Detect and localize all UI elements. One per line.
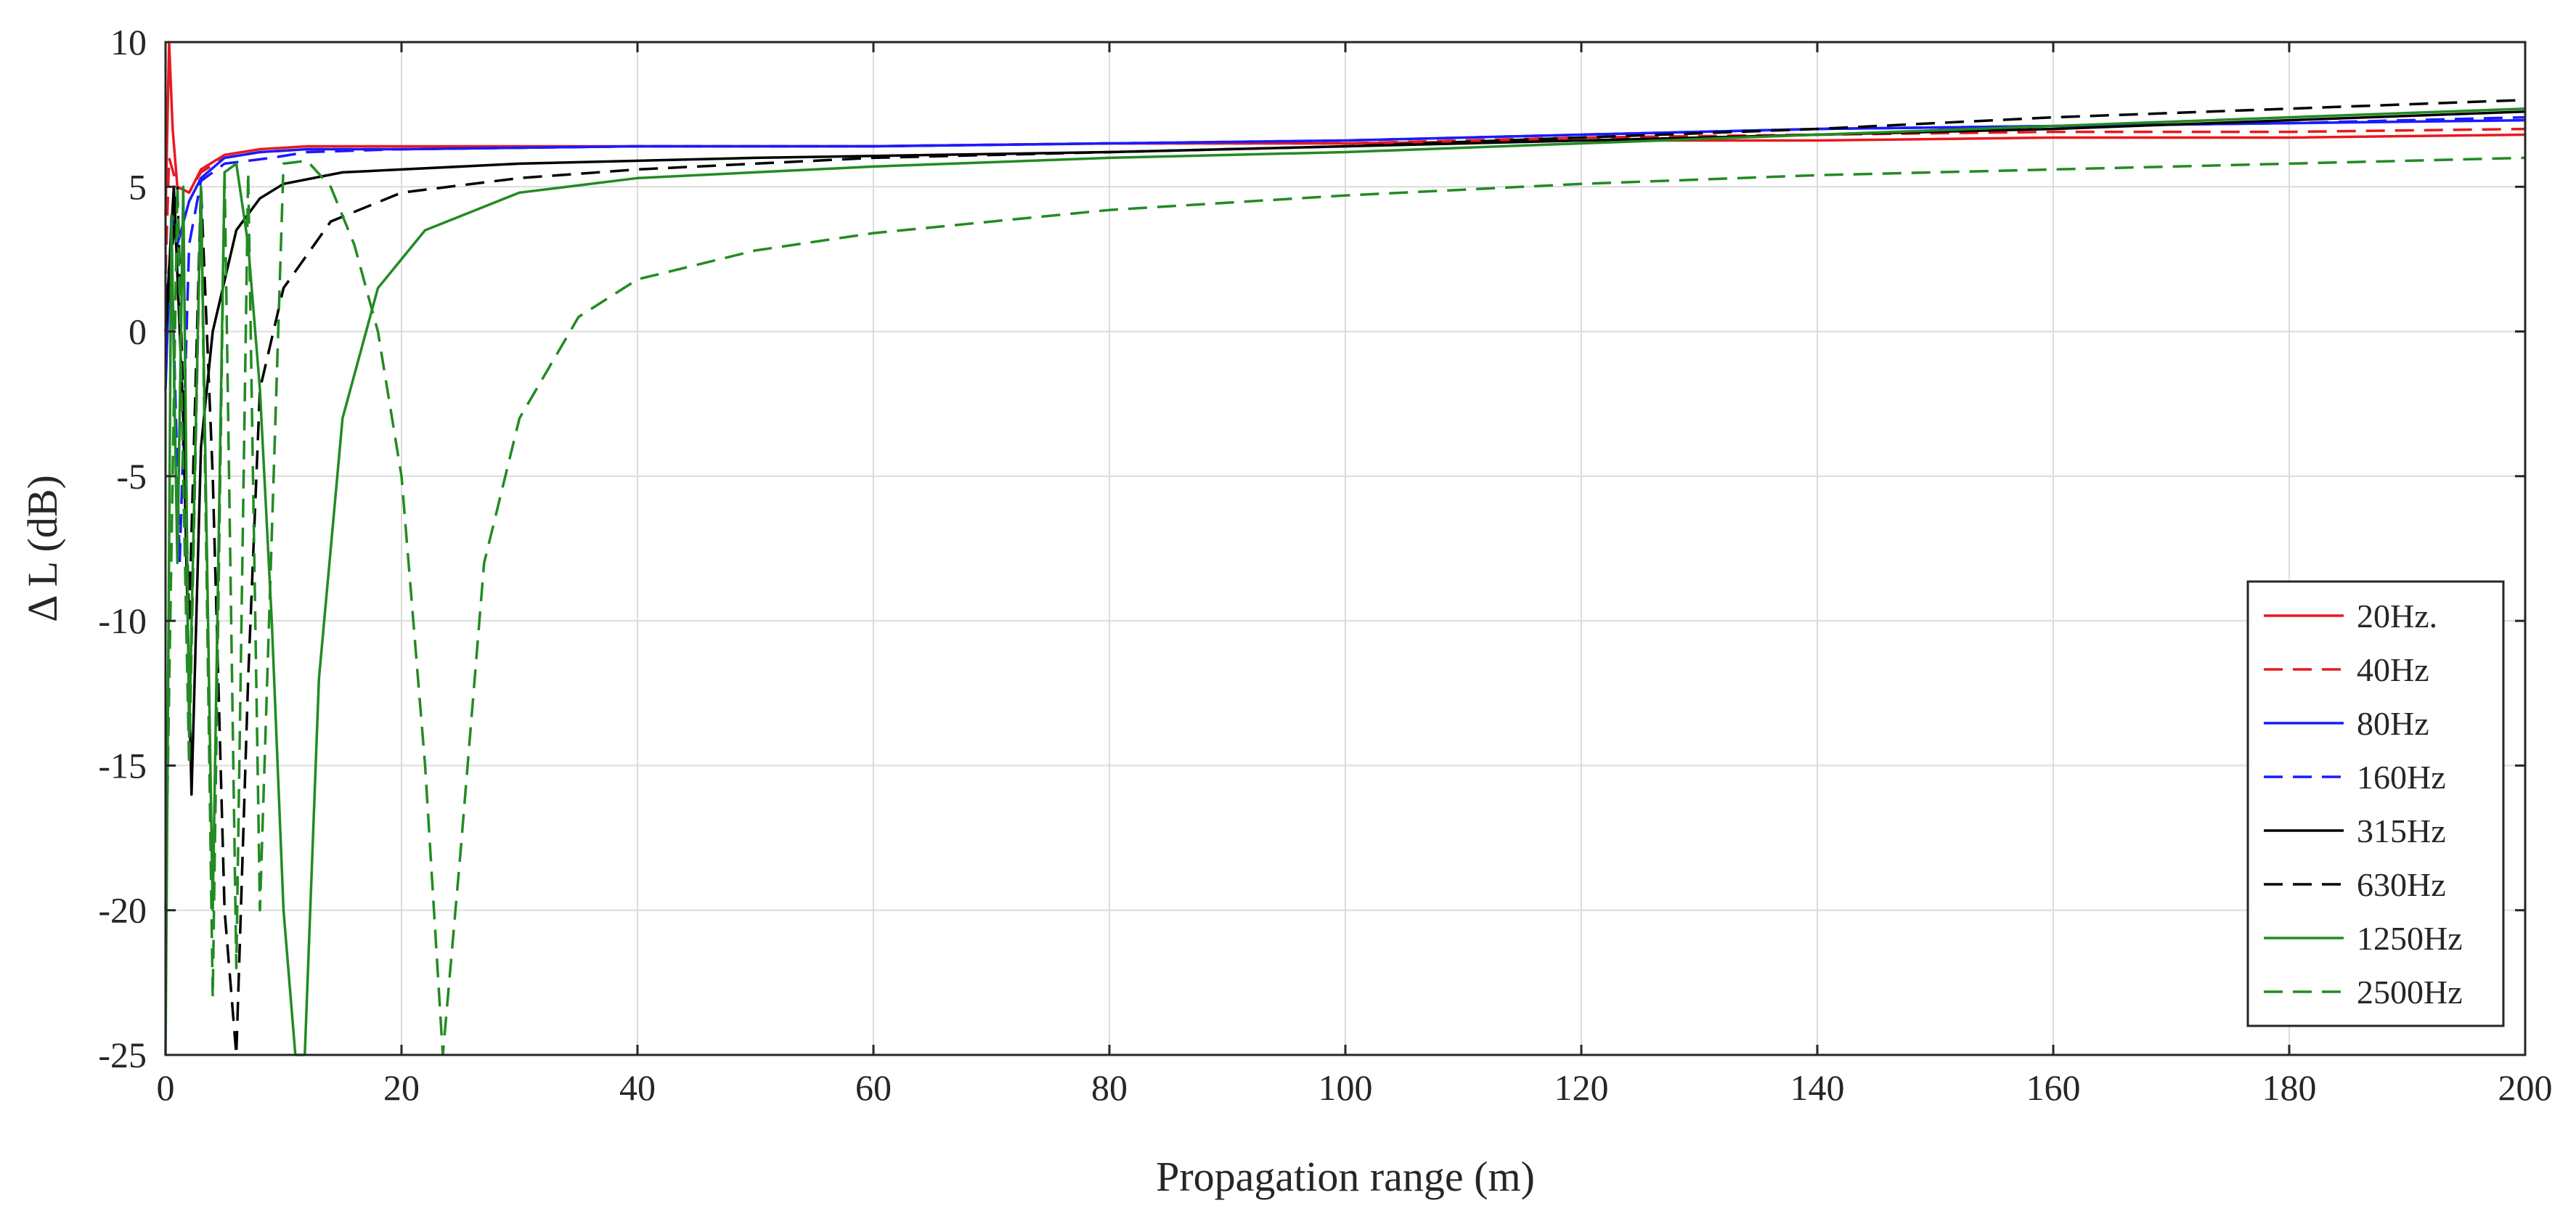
- legend-label: 160Hz: [2357, 759, 2446, 796]
- x-tick-label: 200: [2498, 1067, 2553, 1108]
- x-tick-label: 20: [383, 1067, 420, 1108]
- y-tick-label: 10: [110, 22, 147, 62]
- grid-lines: [166, 42, 2525, 1055]
- x-tick-label: 0: [157, 1067, 175, 1108]
- x-tick-label: 100: [1318, 1067, 1373, 1108]
- legend-label: 20Hz.: [2357, 598, 2437, 635]
- legend-box: [2246, 580, 2505, 1027]
- x-tick-label: 180: [2262, 1067, 2317, 1108]
- y-axis-label: Δ L (dB): [19, 475, 66, 622]
- series-layer: [164, 41, 2526, 1056]
- series-line-2500hz: [164, 156, 2526, 1056]
- x-tick-label: 80: [1091, 1067, 1128, 1108]
- y-tick-label: -10: [98, 600, 147, 641]
- x-tick-label: 120: [1554, 1067, 1609, 1108]
- y-tick-label: -25: [98, 1035, 147, 1075]
- legend-label: 40Hz: [2357, 651, 2429, 688]
- x-axis-label: Propagation range (m): [1156, 1153, 1535, 1200]
- x-tick-label: 160: [2026, 1067, 2081, 1108]
- x-tick-label: 60: [855, 1067, 892, 1108]
- axis-ticks: 0 20 40 60 80 100 120 140 160 180 200 10 5 0 -5 -10 -15 -…: [98, 22, 2552, 1108]
- y-tick-label: -20: [98, 890, 147, 931]
- legend-label: 630Hz: [2357, 866, 2446, 903]
- y-tick-label: 5: [129, 166, 147, 207]
- y-tick-label: -5: [116, 456, 147, 497]
- x-tick-label: 40: [619, 1067, 656, 1108]
- x-tick-label: 140: [1790, 1067, 1845, 1108]
- y-tick-label: -15: [98, 745, 147, 786]
- legend-label: 315Hz: [2357, 812, 2446, 849]
- series-line-630hz: [164, 98, 2526, 1056]
- legend-label: 1250Hz: [2357, 920, 2463, 957]
- y-tick-label: 0: [129, 311, 147, 352]
- legend-label: 80Hz: [2357, 705, 2429, 742]
- legend-label: 2500Hz: [2357, 974, 2463, 1011]
- legend: 20Hz. 40Hz 80Hz 160Hz 315Hz 630Hz 1250Hz 2500Hz: [2246, 580, 2505, 1027]
